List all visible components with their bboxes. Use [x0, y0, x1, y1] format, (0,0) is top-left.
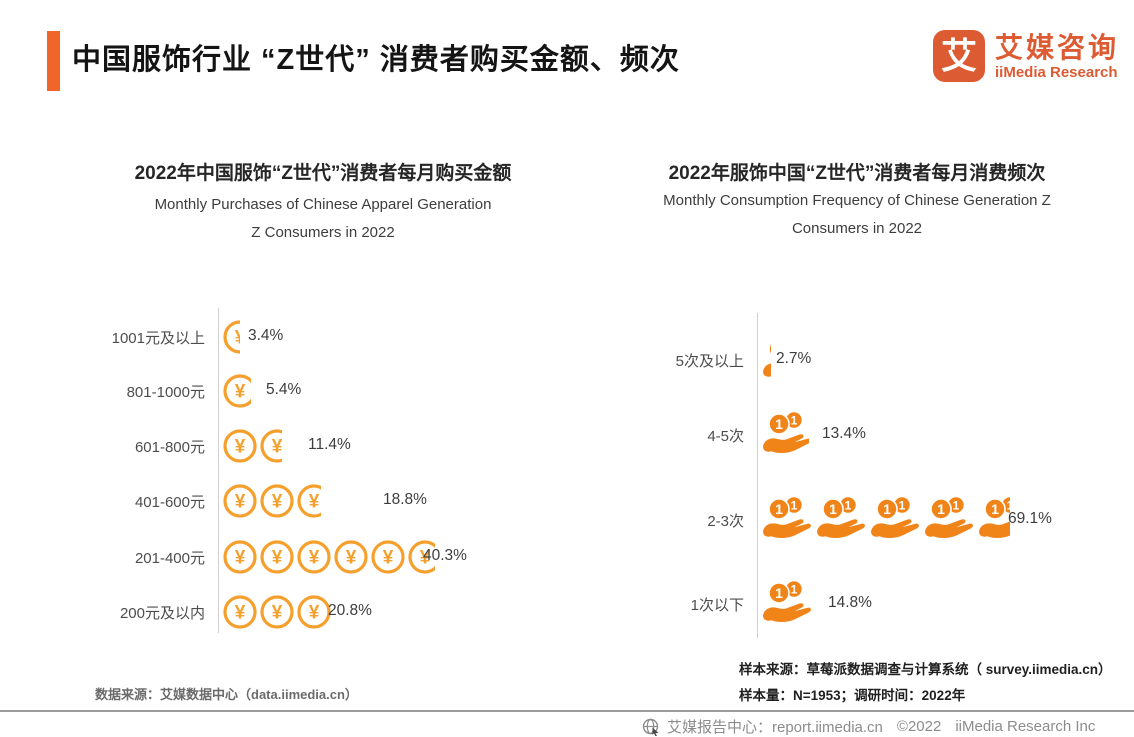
svg-text:¥: ¥ [309, 492, 320, 513]
hand-coins-icon-strip: 1 1 1 1 1 1 1 1 1 1 [761, 495, 1010, 541]
svg-text:¥: ¥ [383, 548, 394, 569]
svg-text:1: 1 [791, 414, 798, 428]
footer-report-center: 艾媒报告中心：report.iimedia.cn [667, 719, 883, 736]
hand-coins-icon-strip: 1 1 [761, 410, 809, 456]
value-label: 11.4% [308, 436, 351, 453]
svg-text:¥: ¥ [235, 328, 240, 349]
svg-text:1: 1 [953, 499, 960, 513]
category-label: 401-600元 [134, 494, 205, 511]
page-title: 中国服饰行业 “Z世代” 消费者购买金额、频次 [72, 44, 680, 76]
logo-text: 艾媒咨询 iiMedia Research [995, 30, 1119, 82]
svg-text:¥: ¥ [235, 437, 246, 458]
svg-text:1: 1 [791, 583, 798, 597]
svg-text:1: 1 [775, 501, 783, 517]
title-accent-bar [47, 31, 60, 91]
svg-text:¥: ¥ [272, 603, 283, 624]
value-label: 69.1% [1008, 510, 1052, 527]
svg-text:1: 1 [937, 501, 945, 517]
left-chart-subtitle-line1: Monthly Purchases of Chinese Apparel Gen… [154, 196, 492, 213]
sample-info-note: 样本量：N=1953；调研时间：2022年 [739, 688, 966, 703]
footer-copyright: ©2022 [896, 718, 942, 735]
svg-text:1: 1 [899, 499, 906, 513]
right-chart-subtitle-line1: Monthly Consumption Frequency of Chinese… [663, 192, 1051, 209]
svg-text:¥: ¥ [235, 548, 246, 569]
svg-text:1: 1 [1007, 499, 1010, 513]
right-chart-title: 2022年服饰中国“Z世代”消费者每月消费频次 [668, 163, 1046, 184]
value-label: 14.8% [828, 594, 872, 611]
footer-bar: 艾媒报告中心：report.iimedia.cn ©2022 iiMedia R… [642, 716, 1109, 737]
svg-text:1: 1 [883, 501, 891, 517]
svg-text:1: 1 [829, 501, 837, 517]
svg-text:¥: ¥ [309, 548, 320, 569]
logo-mark-icon: 艾 [933, 30, 985, 82]
value-label: 13.4% [822, 425, 866, 442]
category-label: 4-5次 [707, 428, 744, 445]
footer-company: iiMedia Research Inc [955, 718, 1096, 735]
axis-line [218, 308, 219, 633]
svg-text:¥: ¥ [235, 492, 246, 513]
hand-coins-icon-strip: 1 1 [761, 579, 814, 625]
category-label: 801-1000元 [126, 384, 205, 401]
svg-text:¥: ¥ [420, 548, 431, 569]
value-label: 40.3% [423, 547, 467, 564]
svg-text:1: 1 [775, 585, 783, 601]
category-label: 200元及以内 [119, 605, 205, 622]
svg-text:¥: ¥ [272, 492, 283, 513]
svg-text:¥: ¥ [309, 603, 320, 624]
left-chart-title: 2022年中国服饰“Z世代”消费者每月购买金额 [134, 163, 512, 184]
svg-text:1: 1 [845, 499, 852, 513]
yuan-coin-icon-strip: ¥ ¥ ¥ ¥ ¥ ¥ [222, 539, 435, 575]
yuan-coin-icon-strip: ¥ [222, 373, 251, 409]
logo-name-cn: 艾媒咨询 [995, 32, 1120, 63]
svg-text:¥: ¥ [272, 548, 283, 569]
category-label: 1001元及以上 [111, 330, 205, 347]
category-label: 1次以下 [690, 597, 744, 614]
svg-text:1: 1 [775, 416, 783, 432]
category-label: 201-400元 [134, 550, 205, 567]
yuan-coin-icon-strip: ¥ ¥ ¥ [222, 594, 332, 630]
yuan-coin-icon-strip: ¥ ¥ [222, 428, 282, 464]
data-source-note: 数据来源：艾媒数据中心（data.iimedia.cn） [95, 687, 358, 702]
yuan-coin-icon-strip: ¥ [222, 319, 240, 355]
brand-logo: 艾 艾媒咨询 iiMedia Research [933, 30, 1119, 82]
category-label: 601-800元 [134, 439, 205, 456]
hand-coins-icon-strip: 1 1 [761, 335, 771, 381]
svg-text:1: 1 [991, 501, 999, 517]
svg-text:1: 1 [791, 499, 798, 513]
value-label: 20.8% [328, 602, 372, 619]
axis-line [757, 313, 758, 638]
value-label: 2.7% [776, 350, 812, 367]
footer-divider [0, 710, 1134, 712]
svg-text:¥: ¥ [235, 603, 246, 624]
left-chart-subtitle-line2: Z Consumers in 2022 [251, 224, 395, 241]
value-label: 18.8% [383, 491, 427, 508]
category-label: 5次及以上 [675, 353, 744, 370]
right-chart-subtitle-line2: Consumers in 2022 [791, 220, 923, 237]
yuan-coin-icon-strip: ¥ ¥ ¥ [222, 483, 321, 519]
value-label: 5.4% [266, 381, 302, 398]
value-label: 3.4% [248, 327, 284, 344]
logo-name-en: iiMedia Research [995, 64, 1118, 82]
svg-text:¥: ¥ [346, 548, 357, 569]
globe-cursor-icon [642, 718, 660, 736]
sample-source-note: 样本来源：草莓派数据调查与计算系统（ survey.iimedia.cn） [739, 662, 1112, 677]
svg-text:¥: ¥ [235, 382, 246, 403]
category-label: 2-3次 [707, 513, 744, 530]
svg-text:¥: ¥ [272, 437, 282, 458]
